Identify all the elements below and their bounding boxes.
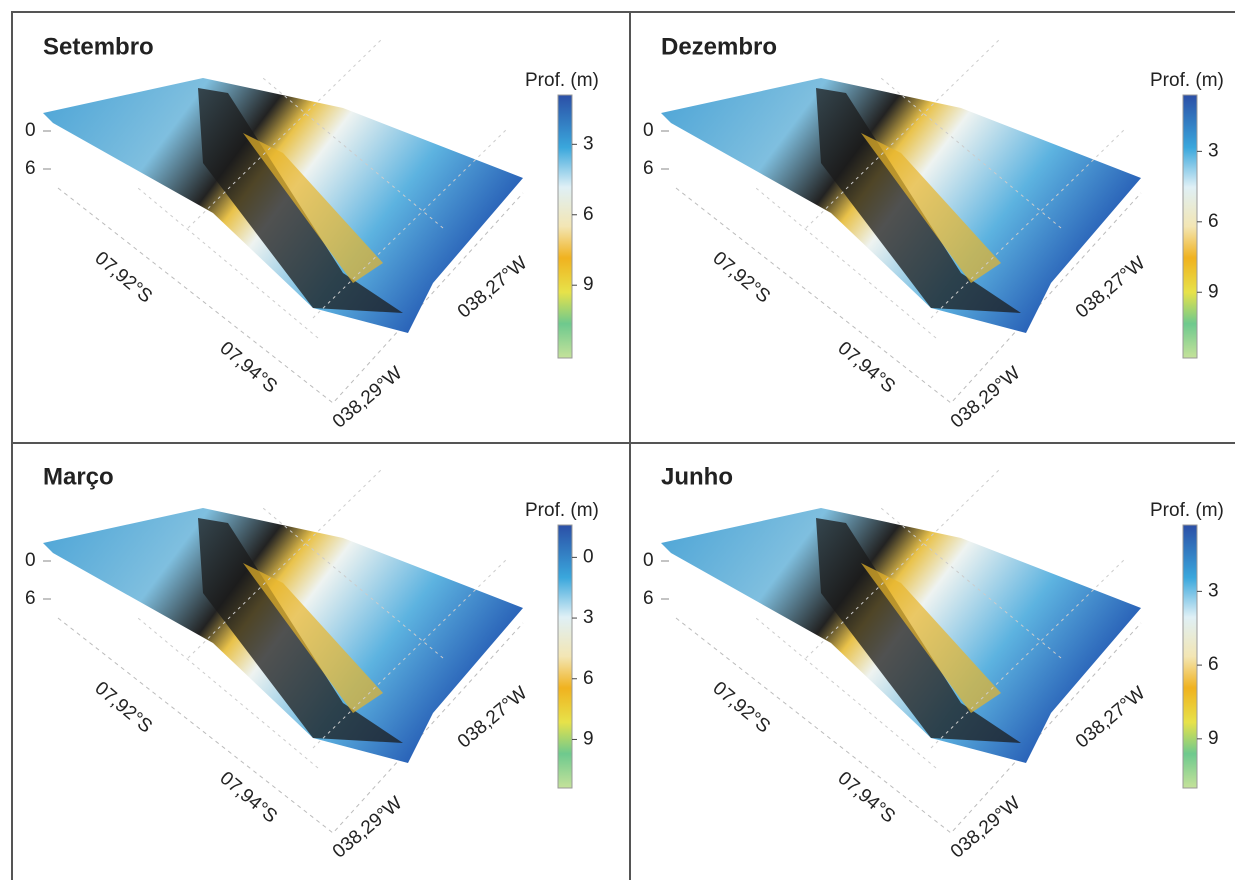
x-guide <box>930 127 1127 319</box>
surface-shadow <box>816 88 1021 313</box>
x-tick-label: 07,94°S <box>216 768 281 828</box>
x-guide <box>187 467 384 659</box>
colorbar <box>557 524 573 789</box>
frame <box>11 11 1235 880</box>
surface-ridge <box>243 133 383 283</box>
x-guide <box>312 127 509 319</box>
panel-title: Junho <box>661 463 733 490</box>
colorbar <box>1182 94 1198 359</box>
colorbar-tick-label: 9 <box>583 274 594 295</box>
y-tick-label: 038,27°W <box>1072 253 1150 323</box>
surface-ridge <box>861 133 1001 283</box>
floor <box>57 187 524 404</box>
colorbar-label: Prof. (m) <box>525 500 599 521</box>
surface-shadow <box>198 88 403 313</box>
colorbar-tick-label: 6 <box>583 204 594 225</box>
z-tick-label: 0 <box>25 120 36 141</box>
surface-shadow <box>198 518 403 743</box>
panel-title: Março <box>43 463 114 490</box>
x-tick-label: 07,94°S <box>216 338 281 398</box>
surface-shadow <box>816 518 1021 743</box>
x-guide <box>930 557 1127 749</box>
colorbar-tick-label: 6 <box>583 668 594 689</box>
floor <box>675 187 1142 404</box>
colorbar <box>557 94 573 359</box>
z-tick-label: 6 <box>643 588 654 609</box>
surface-ridge <box>243 563 383 713</box>
colorbar-tick-label: 9 <box>1208 728 1219 749</box>
z-tick-label: 6 <box>643 158 654 179</box>
z-tick-label: 6 <box>25 588 36 609</box>
panel: Março 0 6 07,92°S 07,94°S 038,29°W 038,27°W Pro… <box>25 463 599 862</box>
x-guide <box>187 37 384 229</box>
panel: Dezembro 0 6 07,92°S 07,94°S 038,29°W 038,27°W… <box>643 33 1224 432</box>
panel-title: Dezembro <box>661 33 777 60</box>
floor <box>675 617 1142 834</box>
colorbar-tick-label: 0 <box>583 546 594 567</box>
colorbar-tick-label: 3 <box>1208 580 1219 601</box>
z-tick-label: 6 <box>25 158 36 179</box>
y-tick-label: 038,29°W <box>329 363 407 433</box>
y-tick-label: 038,29°W <box>947 793 1025 863</box>
colorbar-tick-label: 3 <box>1208 140 1219 161</box>
y-tick-label: 038,27°W <box>454 683 532 753</box>
y-tick-label: 038,27°W <box>454 253 532 323</box>
panel: Junho 0 6 07,92°S 07,94°S 038,29°W 038,27°W Pro… <box>643 463 1224 862</box>
x-tick-label: 07,92°S <box>91 678 156 738</box>
z-tick-label: 0 <box>25 550 36 571</box>
x-tick-label: 07,94°S <box>834 768 899 828</box>
z-tick-label: 0 <box>643 120 654 141</box>
colorbar-label: Prof. (m) <box>525 70 599 91</box>
colorbar-tick-label: 3 <box>583 133 594 154</box>
panel: Setembro 0 6 07,92°S 07,94°S 038,29°W 038,27°W… <box>25 33 599 432</box>
colorbar-tick-label: 9 <box>583 728 594 749</box>
surface-ridge <box>861 563 1001 713</box>
colorbar-tick-label: 6 <box>1208 654 1219 675</box>
colorbar <box>1182 524 1198 789</box>
x-guide <box>312 557 509 749</box>
y-tick-label: 038,29°W <box>329 793 407 863</box>
z-tick-label: 0 <box>643 550 654 571</box>
x-guide <box>805 467 1002 659</box>
x-tick-label: 07,92°S <box>91 248 156 308</box>
y-tick-label: 038,29°W <box>947 363 1025 433</box>
colorbar-tick-label: 6 <box>1208 211 1219 232</box>
panel-title: Setembro <box>43 33 154 60</box>
colorbar-tick-label: 9 <box>1208 281 1219 302</box>
x-tick-label: 07,92°S <box>709 678 774 738</box>
colorbar-tick-label: 3 <box>583 607 594 628</box>
x-tick-label: 07,94°S <box>834 338 899 398</box>
x-guide <box>805 37 1002 229</box>
colorbar-label: Prof. (m) <box>1150 500 1224 521</box>
colorbar-label: Prof. (m) <box>1150 70 1224 91</box>
y-tick-label: 038,27°W <box>1072 683 1150 753</box>
x-tick-label: 07,92°S <box>709 248 774 308</box>
floor <box>57 617 524 834</box>
